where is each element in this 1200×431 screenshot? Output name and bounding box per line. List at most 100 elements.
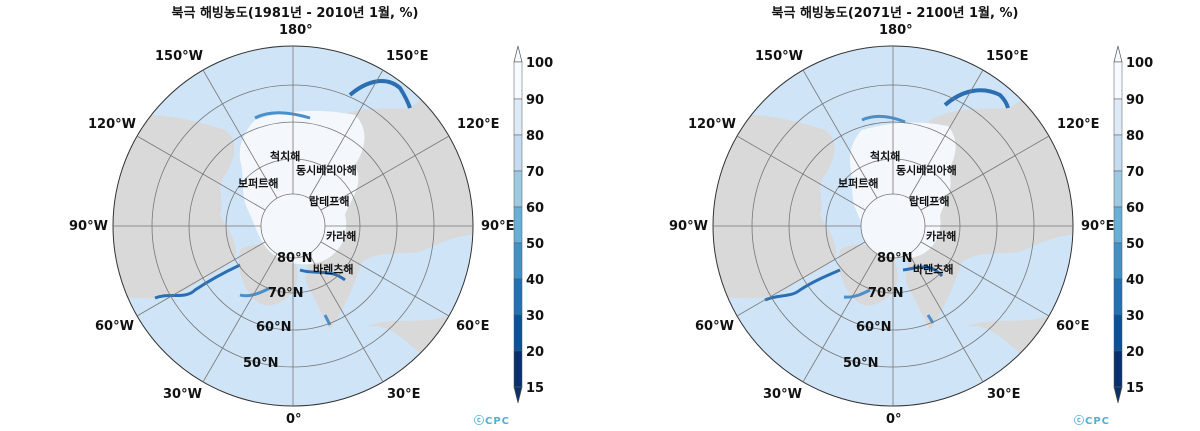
colorbar: 100 90 80 70 60 50 40 30 20 15 [1113,45,1153,404]
colorbar-band-60-70 [1113,170,1123,208]
lat-label-80n: 80°N [277,251,312,266]
colorbar-tick-60: 60 [526,201,544,216]
greenland-land [838,244,898,306]
colorbar-band-15-20 [1113,350,1123,388]
colorbar-band-50-60 [1113,206,1123,244]
ice-edge-baltic [926,314,935,324]
lon-label-0: 0° [886,412,902,427]
lat-label-50n: 50°N [243,356,278,371]
ice-edge-atlantic [764,268,841,302]
lon-label-120w: 120°W [88,117,136,132]
colorbar-tick-30: 30 [1126,309,1144,324]
colorbar-tick-100: 100 [1126,56,1153,71]
lon-label-90w: 90°W [69,219,108,234]
pole-gap [861,194,925,258]
sea-label-east-siberian: 동시베리아해 [296,163,357,177]
lon-label-90w: 90°W [669,219,708,234]
ice-edge-barents [902,265,944,278]
polar-map: 180° 150°E 120°E 90°E 60°E 30°E 0° 30°W … [669,23,1153,427]
ice-edge-atlantic [154,263,241,300]
longitude-grid [113,46,473,406]
lon-label-0: 0° [286,412,302,427]
lon-label-180: 180° [279,23,313,38]
ice-edge-labrador [843,288,871,299]
lon-label-30w: 30°W [763,387,802,402]
lon-label-90e: 90°E [481,219,514,234]
colorbar-band-15-20 [513,350,523,388]
lon-label-180: 180° [879,23,913,38]
sea-label-chukchi: 척치해 [270,149,300,163]
lat-label-80n: 80°N [877,251,912,266]
colorbar-band-20-30 [1113,314,1123,352]
colorbar-band-70-80 [1113,134,1123,172]
colorbar-top-arrow [513,45,523,63]
colorbar-tick-100: 100 [526,56,553,71]
colorbar-band-30-40 [513,278,523,316]
lon-label-150e: 150°E [386,49,429,64]
north-america-land [713,114,837,300]
colorbar-tick-70: 70 [1126,165,1144,180]
colorbar-tick-15: 15 [526,381,544,396]
lat-label-50n: 50°N [843,356,878,371]
colorbar-tick-80: 80 [1126,129,1144,144]
lon-label-30e: 30°E [987,387,1020,402]
colorbar-band-90-100 [513,61,523,100]
map-title: 북극 해빙농도(1981년 - 2010년 1월, %) [171,6,419,21]
lon-label-90e: 90°E [1081,219,1114,234]
colorbar-band-30-40 [1113,278,1123,316]
colorbar-band-80-90 [513,98,523,136]
colorbar-tick-40: 40 [1126,273,1144,288]
sea-label-barents: 바렌츠해 [913,262,953,276]
ice-edge-pacific [348,79,412,109]
lon-label-120e: 120°E [457,117,500,132]
lon-label-30e: 30°E [387,387,420,402]
colorbar-tick-60: 60 [1126,201,1144,216]
pole-gap [261,194,325,258]
map-title: 북극 해빙농도(2071년 - 2100년 1월, %) [771,6,1019,21]
colorbar-tick-40: 40 [526,273,544,288]
cpc-logo: ⓒCPC [1074,416,1111,427]
lon-label-120e: 120°E [1057,117,1100,132]
sea-label-laptev: 랍테프해 [909,194,949,208]
lon-label-60w: 60°W [695,319,734,334]
colorbar-band-40-50 [1113,242,1123,280]
colorbar-tick-30: 30 [526,309,544,324]
sea-label-beaufort: 보퍼트해 [238,176,278,190]
sea-label-chukchi: 척치해 [870,149,900,163]
lon-label-150w: 150°W [155,49,203,64]
lon-label-60e: 60°E [1056,319,1089,334]
colorbar-tick-20: 20 [526,345,544,360]
colorbar-top-arrow [1113,45,1123,63]
map-panel-1981-2010: 북극 해빙농도(1981년 - 2010년 1월, %) [69,6,553,427]
ice-edge-barents [299,268,346,282]
lon-label-150w: 150°W [755,49,803,64]
sea-label-beaufort: 보퍼트해 [838,176,878,190]
polar-map: 180° 150°E 120°E 90°E 60°E 30°E 0° 30°W … [69,23,553,427]
ice-edge-okhotsk [861,114,906,124]
lat-label-60n: 60°N [256,320,291,335]
colorbar-band-80-90 [1113,98,1123,136]
north-america-land [113,114,237,300]
colorbar-band-20-30 [513,314,523,352]
sea-label-east-siberian: 동시베리아해 [896,163,957,177]
lon-label-120w: 120°W [688,117,736,132]
colorbar-tick-20: 20 [1126,345,1144,360]
ice-edge-okhotsk [254,111,311,120]
sea-label-laptev: 랍테프해 [309,194,349,208]
colorbar-tick-80: 80 [526,129,544,144]
lat-label-60n: 60°N [856,320,891,335]
lon-label-60w: 60°W [95,319,134,334]
colorbar: 100 90 80 70 60 50 40 30 20 15 [513,45,553,404]
colorbar-bottom-arrow [513,386,523,404]
lat-label-70n: 70°N [268,286,303,301]
lat-label-70n: 70°N [868,286,903,301]
ice-edge-labrador [239,286,271,298]
longitude-grid [713,46,1073,406]
colorbar-tick-50: 50 [526,237,544,252]
lon-label-150e: 150°E [986,49,1029,64]
lon-label-30w: 30°W [163,387,202,402]
colorbar-tick-15: 15 [1126,381,1144,396]
cpc-logo: ⓒCPC [474,416,511,427]
colorbar-tick-70: 70 [526,165,544,180]
colorbar-band-60-70 [513,170,523,208]
